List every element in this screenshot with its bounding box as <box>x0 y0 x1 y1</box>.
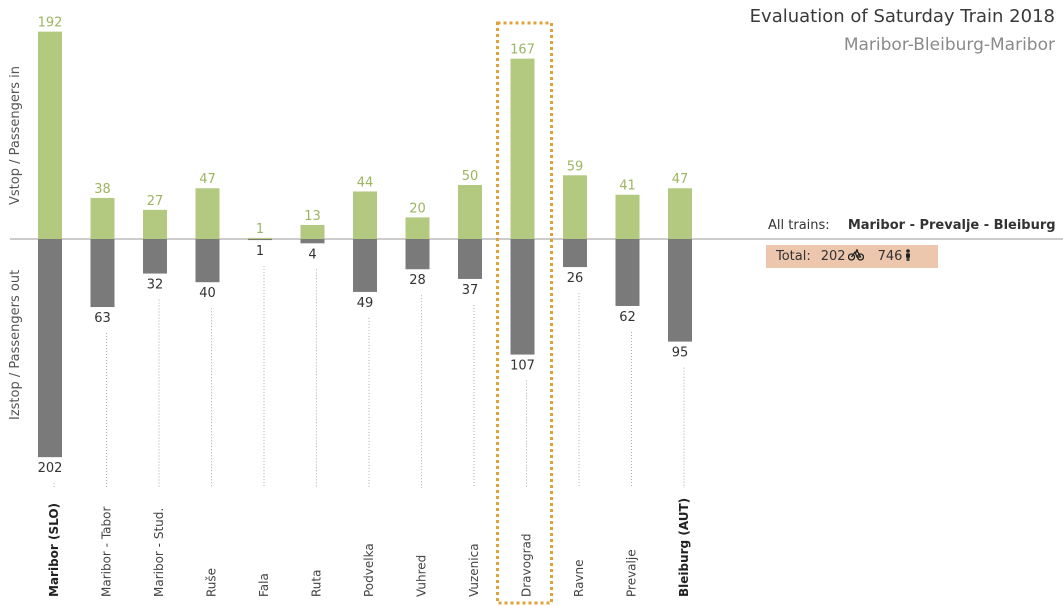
data-label-in: 13 <box>304 209 321 224</box>
category-label: Vuzenica <box>467 543 481 597</box>
data-label-out: 4 <box>308 247 316 262</box>
bar-in <box>615 194 640 239</box>
y-label-out: Izstop / Passengers out <box>8 269 23 420</box>
chart-subtitle: Maribor-Bleiburg-Maribor <box>843 35 1055 55</box>
data-label-in: 47 <box>672 172 689 187</box>
bar-out <box>510 239 535 355</box>
data-label-out: 62 <box>619 310 636 325</box>
category-label: Prevalje <box>625 549 639 597</box>
bar-in <box>90 197 115 239</box>
data-label-in: 27 <box>147 194 164 209</box>
total-persons-value: 746 <box>877 249 903 264</box>
data-label-in: 20 <box>409 201 426 216</box>
bar-in <box>458 185 482 239</box>
category-label: Dravograd <box>520 534 534 598</box>
data-label-in: 38 <box>94 182 111 197</box>
category-label: Ruta <box>310 570 324 597</box>
bar-in <box>248 237 272 239</box>
bar-in <box>300 224 325 239</box>
bar-in <box>353 191 377 239</box>
category-label: Ruše <box>205 568 219 597</box>
bar-out <box>38 239 62 458</box>
category-label: Vuhred <box>415 555 429 597</box>
alltrains-route: Maribor - Prevalje - Bleiburg <box>847 218 1056 233</box>
data-label-out: 63 <box>94 311 111 326</box>
bar-out <box>195 239 220 283</box>
person-icon <box>904 249 912 264</box>
bar-out <box>143 239 167 274</box>
data-label-out: 95 <box>672 346 689 361</box>
bar-out <box>248 239 272 241</box>
category-label: Maribor (SLO) <box>47 503 61 597</box>
bar-out <box>458 239 482 279</box>
bar-in <box>143 209 167 239</box>
bar-out <box>353 239 377 292</box>
bar-out <box>668 239 692 342</box>
data-label-out: 28 <box>409 273 426 288</box>
bar-in <box>510 58 535 239</box>
category-label: Maribor - Stud. <box>152 508 166 597</box>
data-label-out: 37 <box>462 283 479 298</box>
data-label-out: 40 <box>199 286 216 301</box>
data-label-in: 192 <box>38 16 63 31</box>
bar-in <box>195 188 220 239</box>
data-label-in: 44 <box>357 175 374 190</box>
bar-in <box>38 31 62 239</box>
total-bikes-value: 202 <box>820 249 846 264</box>
data-label-out: 49 <box>357 296 374 311</box>
category-label: Maribor - Tabor <box>100 507 114 597</box>
data-label-in: 59 <box>567 159 584 174</box>
total-label: Total: <box>776 249 811 264</box>
data-label-out: 107 <box>510 359 535 374</box>
bar-out <box>405 239 430 270</box>
bicycle-icon <box>847 249 864 264</box>
data-label-in: 167 <box>510 43 535 58</box>
bar-out <box>615 239 640 306</box>
data-label-in: 47 <box>199 172 216 187</box>
bar-in <box>668 188 692 239</box>
data-label-out: 32 <box>147 278 164 293</box>
data-label-out: 26 <box>567 271 584 286</box>
category-label: Bleiburg (AUT) <box>677 498 691 597</box>
bar-out <box>563 239 587 268</box>
data-label-in: 41 <box>619 179 636 194</box>
chart-title: Evaluation of Saturday Train 2018 <box>749 6 1055 27</box>
data-label-out: 1 <box>256 244 264 259</box>
category-label: Fala <box>257 573 271 597</box>
bar-in <box>405 217 430 239</box>
alltrains-line: All trains: Maribor - Prevalje - Bleibur… <box>768 218 1056 233</box>
bar-out <box>300 239 325 244</box>
bar-in <box>563 175 587 239</box>
highlight-frame <box>496 21 553 605</box>
total-box: Total: 202 746 <box>766 245 938 268</box>
category-label: Ravne <box>572 559 586 597</box>
data-label-in: 50 <box>462 169 479 184</box>
y-label-in: Vstop / Passengers in <box>8 66 23 205</box>
category-label: Podvelka <box>362 543 376 597</box>
bar-out <box>90 239 115 308</box>
data-label-in: 1 <box>256 222 264 237</box>
alltrains-label: All trains: <box>768 218 830 233</box>
data-label-out: 202 <box>38 461 63 476</box>
